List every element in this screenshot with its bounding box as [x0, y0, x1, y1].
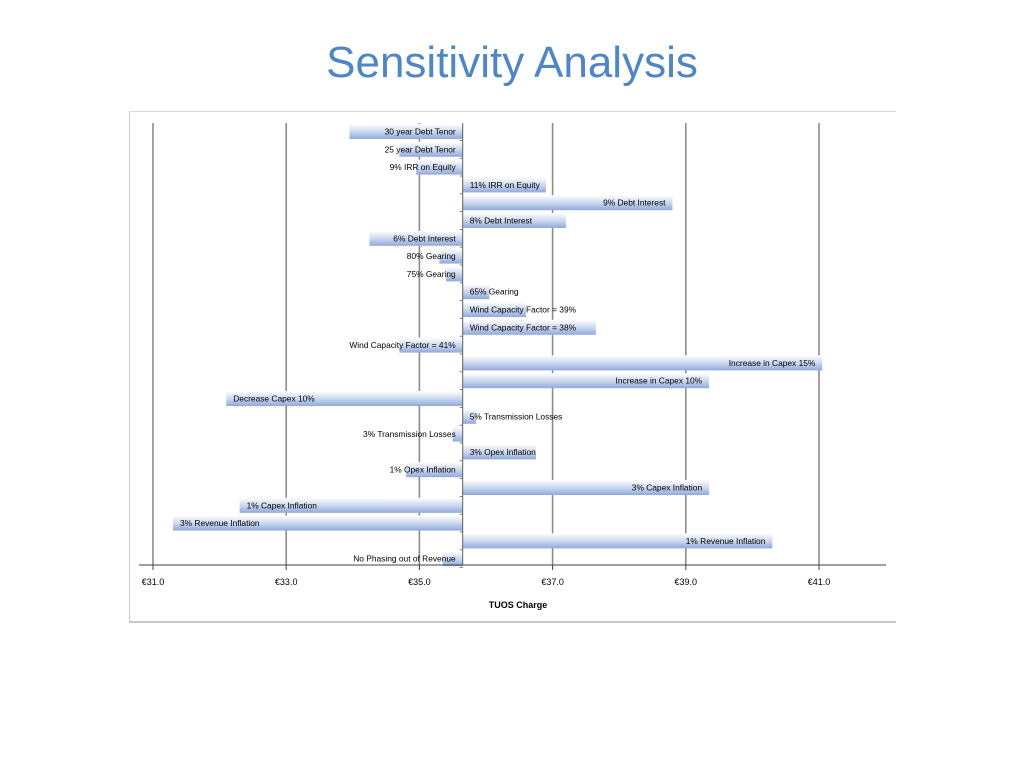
bar — [462, 373, 710, 389]
bar-label: No Phasing out of Revenue — [353, 554, 456, 564]
bar — [406, 462, 463, 478]
bar-label: 65% Gearing — [470, 287, 519, 297]
bar-series: 30 year Debt Tenor 25 year Debt Tenor 9% I… — [172, 124, 823, 567]
bar-label: 75% Gearing — [407, 269, 456, 279]
bar-label: 9% IRR on Equity — [390, 162, 457, 172]
bar — [349, 124, 463, 139]
bar-label: 8% Debt Interest — [470, 216, 533, 226]
bar-label: 11% IRR on Equity — [470, 180, 541, 190]
bar — [442, 551, 463, 567]
bar — [462, 177, 546, 193]
sensitivity-chart: 30 year Debt Tenor 25 year Debt Tenor 9% I… — [139, 123, 886, 610]
bar — [446, 266, 463, 282]
x-tick-label: €33.0 — [275, 577, 298, 587]
bar-label: Wind Capacity Factor = 39% — [470, 305, 577, 315]
x-axis: €31.0 €33.0 €35.0 €37.0 €39.0 €41.0 — [139, 123, 886, 587]
bar-label: 3% Revenue Inflation — [180, 518, 260, 528]
bar-label: Wind Capacity Factor = 38% — [470, 322, 577, 332]
bar-label: 25 year Debt Tenor — [385, 144, 456, 154]
bar-label: 9% Debt Interest — [603, 198, 666, 208]
x-axis-label: TUOS Charge — [489, 600, 548, 610]
bar-label: 3% Capex Inflation — [632, 483, 703, 493]
x-tick-label: €37.0 — [541, 577, 564, 587]
x-tick-label: €31.0 — [142, 577, 165, 587]
bar — [416, 159, 463, 175]
bar — [172, 515, 463, 531]
bar — [369, 230, 463, 246]
bar — [462, 355, 823, 371]
bar — [462, 444, 536, 460]
bar-label: 1% Capex Inflation — [247, 500, 318, 510]
bar — [462, 319, 596, 335]
bar — [462, 284, 490, 300]
bar — [462, 195, 673, 211]
bar-label: 6% Debt Interest — [393, 233, 456, 243]
bar — [239, 497, 463, 513]
bar — [439, 248, 463, 264]
page-title: Sensitivity Analysis — [326, 38, 698, 87]
chart-frame: 30 year Debt Tenor 25 year Debt Tenor 9% I… — [129, 111, 896, 623]
x-tick-label: €35.0 — [408, 577, 431, 587]
bar-label: 5% Transmission Losses — [470, 411, 563, 421]
bar-label: Decrease Capex 10% — [233, 394, 315, 404]
bar — [399, 141, 463, 157]
bar-label: 1% Opex Inflation — [390, 465, 456, 475]
bar — [462, 533, 773, 549]
x-tick-label: €39.0 — [675, 577, 698, 587]
bar-label: Wind Capacity Factor = 41% — [349, 340, 456, 350]
bar-label: Increase in Capex 10% — [616, 376, 703, 386]
bar-label: 80% Gearing — [407, 251, 456, 261]
bar — [226, 391, 463, 406]
bar — [462, 408, 477, 424]
x-tick-label: €41.0 — [808, 577, 831, 587]
bar — [462, 213, 566, 228]
bar-label: 1% Revenue Inflation — [686, 536, 766, 546]
bar-label: Increase in Capex 15% — [729, 358, 816, 368]
bar — [452, 426, 463, 442]
bar — [462, 480, 710, 495]
bar — [399, 337, 463, 353]
bar-label: 30 year Debt Tenor — [385, 127, 456, 137]
bar-label: 3% Transmission Losses — [363, 429, 456, 439]
bar-label: 3% Opex Inflation — [470, 447, 536, 457]
bar — [462, 302, 526, 317]
